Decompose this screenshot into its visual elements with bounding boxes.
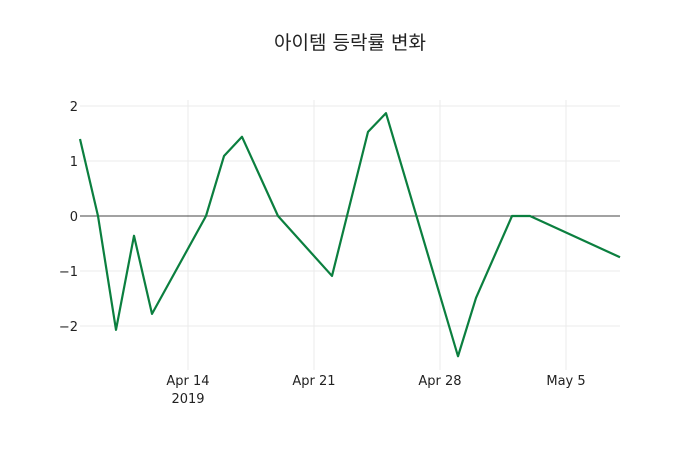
x-tick-year: 2019 [171,392,204,407]
x-tick-label: Apr 28 [418,374,461,389]
x-tick-label: Apr 21 [292,374,335,389]
grid-lines [80,100,620,370]
y-tick-label: 2 [70,100,78,115]
y-tick-label: 1 [70,155,78,170]
series-line [78,112,621,358]
chart-title: 아이템 등락률 변화 [274,32,426,54]
x-axis-ticks: Apr 14 2019 Apr 21 Apr 28 May 5 [166,374,585,407]
y-tick-label: −2 [59,320,78,335]
y-axis-ticks: 2 1 0 −1 −2 [59,100,78,335]
y-tick-label: −1 [59,265,78,280]
x-tick-label: Apr 14 [166,374,209,389]
x-tick-label: May 5 [546,374,585,389]
y-tick-label: 0 [70,210,78,225]
